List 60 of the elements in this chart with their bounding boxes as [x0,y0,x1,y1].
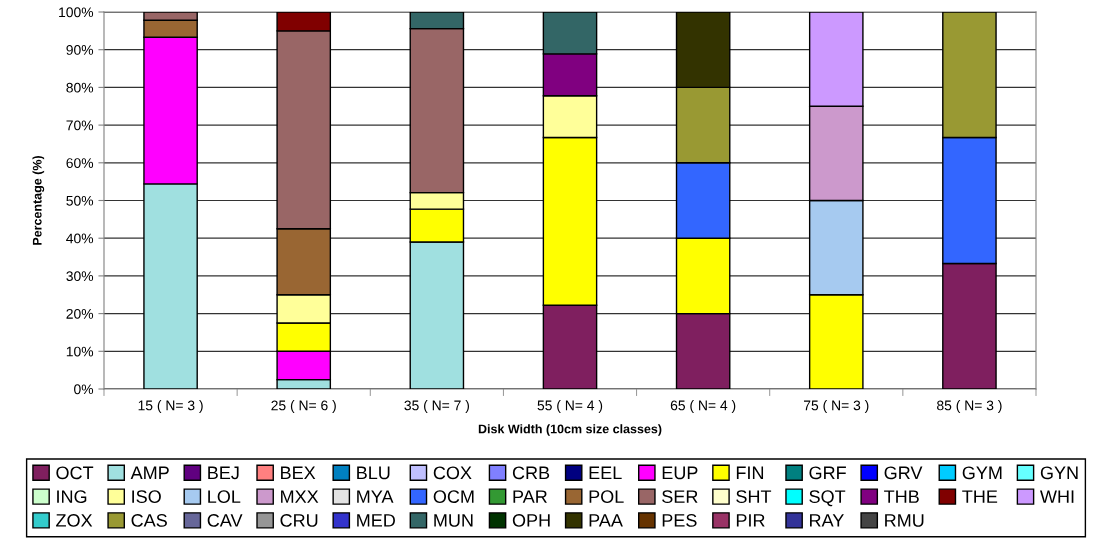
y-tick-label: 50% [66,195,94,206]
x-tick-label: 65 ( N= 4 ) [670,400,736,414]
legend-label: MED [357,514,395,527]
y-axis-title: Percentage (%) [32,155,45,245]
x-tick-label: 35 ( N= 7 ) [404,400,469,414]
legend-label: MXX [281,490,319,503]
legend-label: MYA [357,490,394,503]
legend-label: ZOX [56,514,93,527]
legend-label: AMP [130,466,169,480]
legend-label: GYN [1040,466,1078,480]
legend-label: SER [662,490,698,504]
legend-label: THE [962,490,998,503]
x-tick-label: 75 ( N= 3 ) [804,400,869,414]
legend-label: EUP [662,466,698,480]
legend-label: PAA [589,514,623,527]
legend-label: GRV [884,466,923,480]
x-axis-title: Disk Width (10cm size classes) [478,424,662,436]
legend-label: ING [57,490,87,504]
legend-label: SHT [736,490,772,504]
x-tick-label: 15 ( N= 3 ) [138,400,203,414]
y-tick-label: 10% [66,346,94,357]
y-tick-label: 30% [66,271,94,282]
y-tick-label: 40% [66,233,94,244]
y-tick-label: 20% [66,308,94,319]
legend-label: ISO [132,490,161,504]
x-tick-label: 25 ( N= 6 ) [271,400,336,414]
y-tick-label: 100% [59,7,94,18]
legend-label: BLU [357,466,390,480]
legend-label: MUN [434,514,473,527]
y-tick-label: 70% [66,120,94,131]
y-tick-label: 0% [74,384,94,395]
legend-label: EEL [589,466,622,480]
legend-label: RAY [810,514,844,527]
legend-label: RMU [885,514,924,527]
y-tick-label: 80% [66,82,94,93]
legend-label: WHI [1040,490,1074,503]
legend-label: OCM [433,490,474,504]
legend-label: GRF [809,466,846,480]
legend-label: CRB [512,466,550,480]
legend-label: POL [589,490,624,504]
legend-label: GYM [962,466,1002,480]
y-tick-label: 90% [66,45,94,55]
legend-label: THB [884,490,919,503]
legend-label: CAV [207,514,243,527]
legend-label: COX [433,466,472,480]
legend-label: PES [662,514,697,527]
legend-label: LOL [208,490,241,504]
x-tick-label: 55 ( N= 4 ) [537,400,603,414]
legend-label: BEJ [208,466,239,480]
legend-label: CAS [131,514,167,527]
y-tick-label: 60% [66,158,94,168]
legend-label: SQT [809,490,846,507]
legend-label: PAR [513,490,547,503]
x-tick-label: 85 ( N= 3 ) [937,400,1002,414]
legend-label: CRU [280,514,318,527]
legend-label: FIN [736,466,764,480]
legend-label: PIR [736,514,765,527]
legend-label: OPH [512,514,550,527]
legend-label: OCT [56,466,94,480]
legend-label: BEX [281,466,316,480]
